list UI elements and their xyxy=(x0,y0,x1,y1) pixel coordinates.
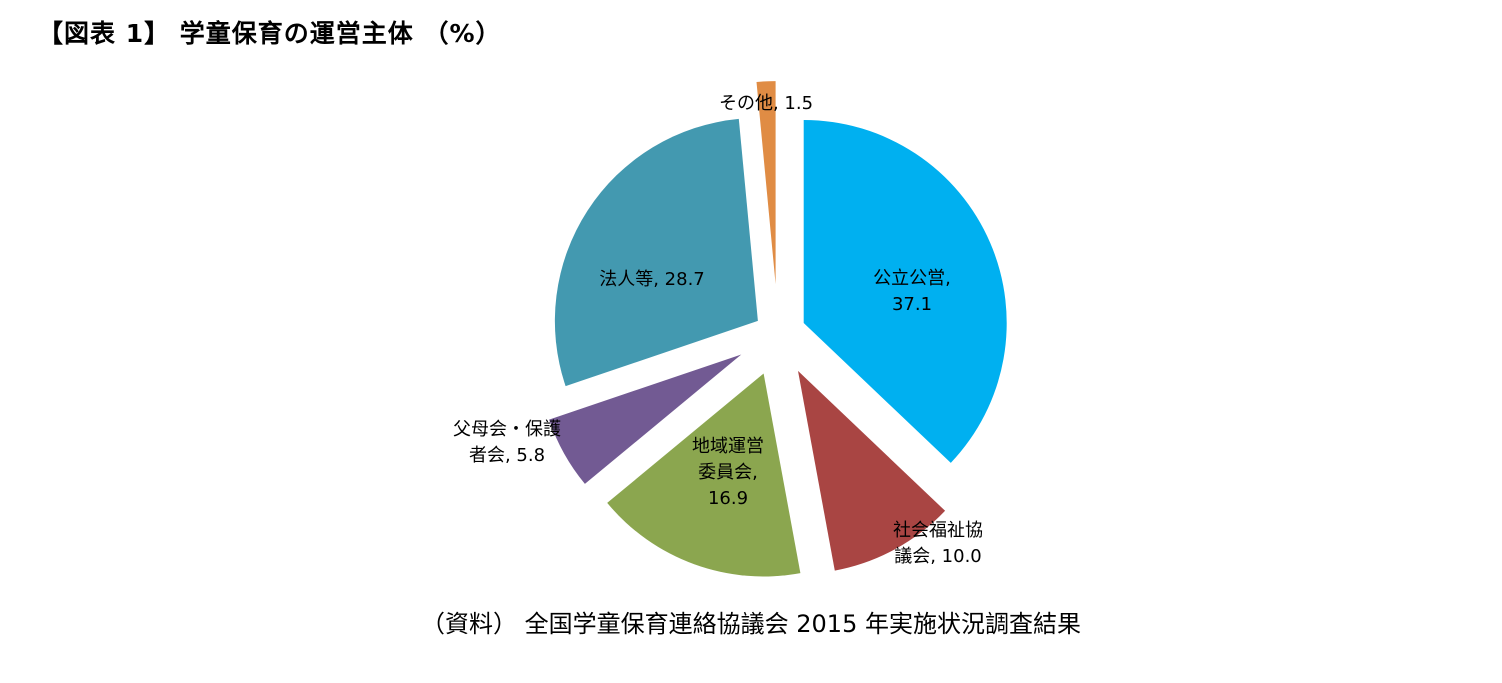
chart-title: 【図表 1】 学童保育の運営主体 （%） xyxy=(38,19,502,48)
pie-slice-corporations xyxy=(554,118,758,387)
data-label-public-operated: 公立公営, 37.1 xyxy=(873,268,951,315)
data-label-community-committee: 地域運営委員会, 16.9 xyxy=(692,436,764,509)
pie-slice-public-operated xyxy=(803,120,1007,463)
pie-slice-social-welfare-council xyxy=(798,370,946,571)
data-label-parents-association: 父母会・保護者会, 5.8 xyxy=(453,419,561,466)
data-label-corporations: 法人等, 28.7 xyxy=(599,269,705,290)
pie-slice-community-committee xyxy=(607,373,801,577)
source-note: （資料） 全国学童保育連絡協議会 2015 年実施状況調査結果 xyxy=(421,610,1081,638)
pie-slice-other xyxy=(756,81,776,285)
pie-slice-parents-association xyxy=(549,354,742,484)
data-label-social-welfare-council: 社会福祉協議会, 10.0 xyxy=(893,520,983,567)
data-label-other: その他, 1.5 xyxy=(719,93,813,114)
